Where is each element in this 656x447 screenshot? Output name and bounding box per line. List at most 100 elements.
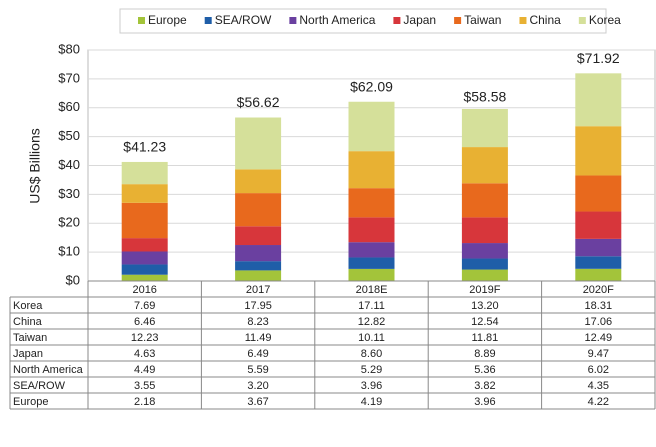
bar-segment: [348, 268, 395, 281]
table-row-label: Korea: [13, 300, 43, 312]
legend-swatch: [289, 17, 297, 24]
table-cell: 10.11: [358, 332, 385, 344]
bar-segment: [235, 226, 282, 246]
y-tick-label: $0: [66, 272, 80, 287]
total-label: $62.09: [350, 78, 393, 94]
table-cell: 6.46: [134, 316, 155, 328]
y-tick-label: $80: [58, 41, 80, 56]
total-label: $71.92: [577, 50, 620, 66]
legend-label: Taiwan: [464, 13, 501, 27]
table-cell: 3.96: [361, 380, 382, 392]
table-cell: 4.19: [361, 396, 382, 408]
table-cell: 7.69: [134, 300, 155, 312]
table-cell: 18.31: [585, 300, 613, 312]
bar-segment: [121, 251, 168, 265]
bar-segment: [121, 161, 168, 185]
bar-segment: [575, 211, 622, 239]
total-label: $58.58: [463, 89, 506, 105]
table-cell: 6.02: [588, 364, 609, 376]
table-cell: 12.54: [471, 316, 499, 328]
bar-segment: [348, 242, 395, 258]
bar-segment: [348, 217, 395, 243]
table-cell: 13.20: [471, 300, 499, 312]
bar-segment: [235, 245, 282, 262]
table-cell: 8.60: [361, 348, 382, 360]
table-row-label: North America: [13, 364, 84, 376]
legend-swatch: [204, 17, 212, 24]
table-cell: 4.35: [588, 380, 609, 392]
bar-segment: [235, 193, 282, 227]
bar-segment: [461, 258, 508, 270]
legend-swatch: [138, 17, 145, 24]
legend-swatch: [519, 17, 527, 24]
bar-segment: [348, 257, 395, 269]
legend-label: Europe: [148, 13, 187, 27]
bar-segment: [348, 101, 395, 152]
total-label: $56.62: [237, 94, 280, 110]
table-cell: 3.67: [247, 396, 268, 408]
bar-segment: [461, 108, 508, 148]
legend-swatch: [454, 17, 462, 24]
y-tick-label: $70: [58, 70, 80, 85]
table-cell: 3.82: [474, 380, 495, 392]
bar-segment: [235, 261, 282, 271]
bar-segment: [121, 238, 168, 252]
legend-label: Korea: [589, 13, 621, 27]
bar-segment: [461, 183, 508, 218]
bar-segment: [461, 243, 508, 259]
bar-segment: [575, 268, 622, 281]
table-cell: 3.55: [134, 380, 155, 392]
table-row-label: Taiwan: [13, 332, 47, 344]
table-cell: 4.49: [134, 364, 155, 376]
table-cell: 12.82: [358, 316, 386, 328]
bar-segment: [348, 188, 395, 218]
bar-segment: [235, 270, 282, 281]
bar-segment: [461, 217, 508, 244]
bar-segment: [461, 147, 508, 184]
table-cell: 11.81: [472, 332, 499, 344]
bar-segment: [575, 238, 622, 257]
table-header: 2019F: [469, 284, 500, 296]
table-cell: 6.49: [247, 348, 268, 360]
bar-segment: [121, 184, 168, 203]
bar-segment: [461, 269, 508, 281]
bar-segment: [235, 169, 282, 194]
table-cell: 9.47: [588, 348, 609, 360]
bar-segment: [121, 274, 168, 281]
table-cell: 5.29: [361, 364, 382, 376]
table-header: 2020F: [583, 284, 614, 296]
table-cell: 8.89: [474, 348, 495, 360]
bar-segment: [121, 202, 168, 239]
bar-segment: [235, 117, 282, 170]
table-cell: 12.49: [585, 332, 613, 344]
table-cell: 4.63: [134, 348, 155, 360]
table-header: 2016: [132, 284, 156, 296]
y-tick-label: $60: [58, 99, 80, 114]
table-cell: 5.36: [474, 364, 495, 376]
table-row-label: SEA/ROW: [13, 380, 66, 392]
table-cell: 2.18: [134, 396, 155, 408]
bar-segment: [121, 264, 168, 275]
table-cell: 8.23: [247, 316, 268, 328]
y-tick-label: $30: [58, 186, 80, 201]
legend-swatch: [393, 17, 401, 24]
table-cell: 3.96: [474, 396, 495, 408]
table-cell: 5.59: [247, 364, 268, 376]
legend-label: China: [529, 13, 561, 27]
table-header: 2018E: [356, 284, 388, 296]
legend-label: SEA/ROW: [215, 13, 272, 27]
bar-segment: [575, 73, 622, 127]
bar-segment: [575, 175, 622, 212]
table-cell: 17.06: [585, 316, 613, 328]
legend-swatch: [578, 17, 586, 24]
table-cell: 17.11: [358, 300, 385, 312]
table-row-label: Europe: [13, 396, 48, 408]
table-cell: 17.95: [244, 300, 272, 312]
bar-segment: [575, 256, 622, 269]
y-tick-label: $10: [58, 244, 80, 259]
bar-segment: [348, 151, 395, 189]
legend-label: North America: [299, 13, 375, 27]
table-header: 2017: [246, 284, 270, 296]
total-label: $41.23: [123, 139, 166, 155]
